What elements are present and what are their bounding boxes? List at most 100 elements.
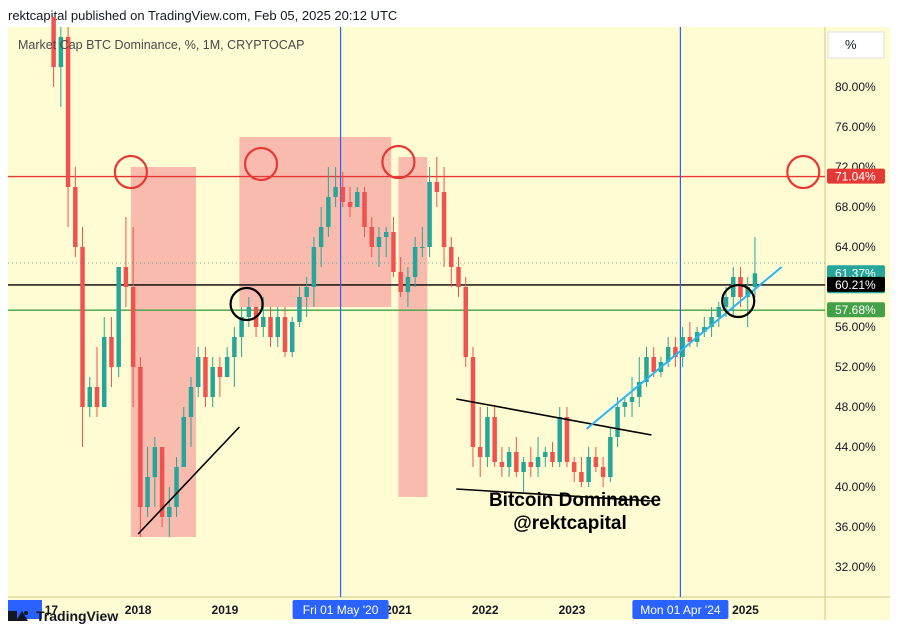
x-tick-label: 2025 <box>732 603 759 617</box>
candle-body <box>195 357 201 387</box>
candle-body <box>644 357 649 382</box>
candle-body <box>362 192 367 227</box>
candle-body <box>687 337 693 342</box>
candle-body <box>463 287 468 357</box>
candle-body <box>391 232 396 272</box>
candle-body <box>514 452 519 472</box>
candle-body <box>738 277 743 297</box>
candle-body <box>246 307 252 317</box>
candle-body <box>579 472 584 482</box>
candle-body <box>224 357 230 377</box>
percent-scale-button[interactable] <box>827 31 885 59</box>
candle-body <box>174 467 179 507</box>
x-tick-label: 2018 <box>125 603 152 617</box>
candle-body <box>340 187 346 202</box>
y-tick-label: 52.00% <box>835 360 876 374</box>
candle-body <box>311 247 317 287</box>
candle-body <box>261 317 266 327</box>
annotation-circle <box>786 154 821 190</box>
x-tick-label: 2021 <box>385 603 412 617</box>
candle-body <box>709 317 714 327</box>
x-tick-label: 2019 <box>212 603 239 617</box>
tradingview-brand-label: TradingView <box>36 608 119 624</box>
candle-body <box>87 387 93 407</box>
candle-body <box>210 367 215 397</box>
candle-body <box>109 337 114 367</box>
candle-body <box>564 417 570 462</box>
candle-body <box>427 182 432 247</box>
tradingview-logo-icon <box>8 609 30 623</box>
candle-body <box>752 273 758 287</box>
candle-body <box>731 277 736 297</box>
candle-body <box>651 357 656 372</box>
candle-body <box>608 437 613 477</box>
candle-body <box>557 417 562 462</box>
candle-body <box>383 232 389 237</box>
candle-body <box>673 347 678 357</box>
candle-body <box>289 322 295 352</box>
candle-body <box>123 267 129 287</box>
y-tick-label: 56.00% <box>835 320 876 334</box>
candle-body <box>167 507 172 517</box>
candle-body <box>702 327 707 332</box>
x-date-label-box <box>632 600 729 619</box>
price-label-text: 57.68% <box>835 303 876 317</box>
publisher-line: rektcapital published on TradingView.com… <box>8 8 398 23</box>
candle-body <box>181 417 187 467</box>
candle-body <box>268 317 273 337</box>
candle-body <box>477 447 483 457</box>
candle-body <box>434 182 440 192</box>
candle-body <box>51 17 56 67</box>
candle-body <box>130 287 136 367</box>
candle-body <box>441 192 447 247</box>
candle-body <box>94 387 100 407</box>
candle-body <box>188 387 194 417</box>
tradingview-brand[interactable]: TradingView <box>8 608 118 624</box>
candle-body <box>600 467 606 477</box>
trendline <box>137 426 240 535</box>
candle-body <box>506 452 512 467</box>
y-tick-label: 64.00% <box>835 240 876 254</box>
y-tick-label: 76.00% <box>835 120 876 134</box>
candle-body <box>275 317 280 337</box>
candle-body <box>145 477 150 507</box>
candle-body <box>405 277 411 292</box>
candle-body <box>347 202 353 207</box>
candle-body <box>629 397 635 402</box>
x-date-label: Fri 01 May '20 <box>303 603 379 617</box>
candle-body <box>499 462 505 467</box>
annotation-circle <box>229 286 264 322</box>
trendline <box>585 266 783 430</box>
candle-body <box>239 317 244 337</box>
price-label-text: 61.37% <box>835 266 876 280</box>
annotation-handle: @rektcapital <box>513 513 627 534</box>
candle-body <box>326 197 331 227</box>
price-label-box <box>827 168 885 184</box>
price-label-text: 71.04% <box>835 170 876 184</box>
candle-body <box>637 382 642 397</box>
candle-body <box>412 247 418 277</box>
candle-body <box>376 237 382 247</box>
candle-body <box>593 457 599 467</box>
y-tick-label: 68.00% <box>835 200 876 214</box>
candle-body <box>586 457 591 482</box>
y-tick-label: 44.00% <box>835 440 876 454</box>
candle-body <box>80 247 85 407</box>
candle-body <box>333 187 338 197</box>
candle-body <box>304 287 309 297</box>
candle-body <box>203 357 208 397</box>
x-tick-label: 2022 <box>472 603 499 617</box>
candle-body <box>355 192 360 207</box>
y-tick-label: 48.00% <box>835 400 876 414</box>
candle-body <box>420 247 425 248</box>
x-tick-label: 17 <box>45 603 59 617</box>
candle-body <box>449 247 454 267</box>
y-tick-label: 80.00% <box>835 80 876 94</box>
trendline <box>456 398 652 436</box>
candle-body <box>723 297 729 307</box>
candle-body <box>615 407 620 437</box>
highlight-box <box>398 157 428 497</box>
annotation-title: Bitcoin Dominance <box>489 490 661 511</box>
candle-body <box>217 367 223 377</box>
